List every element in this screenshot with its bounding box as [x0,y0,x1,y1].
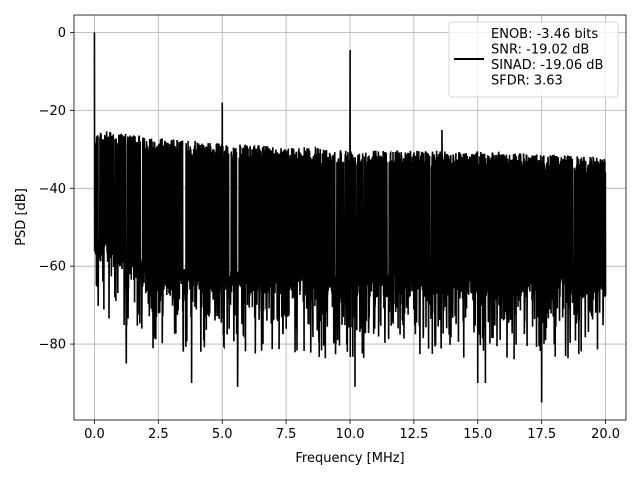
legend-line-text: SINAD: -19.06 dB [491,58,603,73]
y-tick-label: 0 [58,26,66,41]
x-tick-label: 0.0 [84,427,105,442]
legend-line-text: ENOB: -3.46 bits [491,27,598,42]
x-tick-label: 12.5 [399,427,428,442]
legend-label: ENOB: -3.46 bits SNR: -19.02 dB SINAD: -19… [491,27,603,89]
series-layer [93,32,607,403]
y-tick-label: −40 [39,182,66,197]
x-axis-label: Frequency [MHz] [295,451,404,466]
x-tick-label: 17.5 [527,427,556,442]
legend-line-text: SNR: -19.02 dB [491,43,589,58]
x-tick-label: 7.5 [276,427,297,442]
x-tick-label: 20.0 [591,427,620,442]
x-tick-label: 5.0 [212,427,233,442]
y-axis-label: PSD [dB] [14,188,29,246]
legend-box [448,21,619,98]
y-tick-label: −20 [39,104,66,119]
plot-area [93,32,607,403]
legend-line-text: SFDR: 3.63 [491,74,563,89]
x-tick-label: 10.0 [336,427,365,442]
psd-series-line [93,32,607,403]
y-tick-label: −80 [39,338,66,353]
y-tick-label: −60 [39,260,66,275]
x-axis-ticks: 0.0 2.5 5.0 7.5 10.0 12.5 15.0 17.5 20.0 [84,420,620,442]
y-axis-ticks: 0 −20 −40 −60 −80 [39,26,74,353]
legend: ENOB: -3.46 bits SNR: -19.02 dB SINAD: -19… [448,21,619,98]
x-tick-label: 2.5 [148,427,169,442]
x-tick-label: 15.0 [463,427,492,442]
